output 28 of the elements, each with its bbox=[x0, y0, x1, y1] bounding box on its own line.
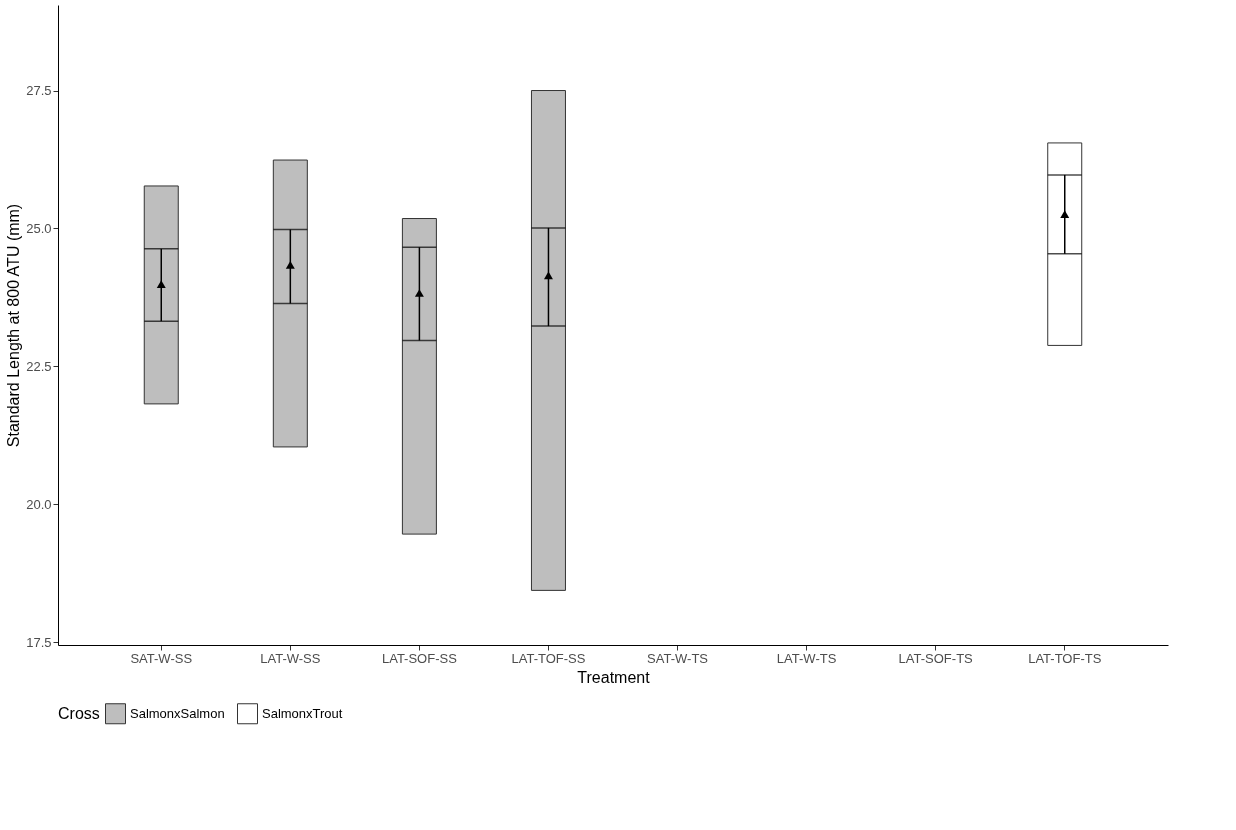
x-tick-label: LAT-W-SS bbox=[260, 650, 321, 666]
point bbox=[285, 260, 295, 269]
y-tick-label: 20.0 bbox=[26, 496, 52, 512]
x-tick-label: LAT-TOF-SS bbox=[511, 650, 586, 666]
bar bbox=[143, 185, 179, 405]
point bbox=[543, 271, 553, 280]
bar bbox=[1047, 142, 1083, 346]
legend-label: SalmonxSalmon bbox=[130, 705, 225, 721]
y-axis-title: Standard Length at 800 ATU (mm) bbox=[5, 203, 23, 448]
x-tick-label: LAT-TOF-TS bbox=[1028, 650, 1102, 666]
y-tick-label: 22.5 bbox=[26, 358, 52, 374]
bar bbox=[530, 90, 566, 591]
legend-label: SalmonxTrout bbox=[262, 705, 343, 721]
point bbox=[1060, 210, 1070, 218]
legend-title: Cross bbox=[58, 705, 100, 722]
y-tick-label: 25.0 bbox=[26, 220, 52, 236]
x-tick-label: LAT-SOF-TS bbox=[898, 650, 974, 666]
y-tick-label: 27.5 bbox=[26, 83, 52, 99]
point bbox=[414, 289, 424, 297]
x-axis-title: Treatment bbox=[577, 668, 651, 686]
x-tick-label: SAT-W-TS bbox=[647, 650, 709, 666]
x-tick-label: SAT-W-SS bbox=[130, 650, 193, 666]
bar bbox=[272, 159, 308, 448]
y-tick-label: 17.5 bbox=[26, 634, 52, 650]
x-tick-label: LAT-W-TS bbox=[776, 650, 837, 666]
x-tick-label: LAT-SOF-SS bbox=[381, 650, 458, 666]
bar bbox=[401, 218, 437, 535]
point bbox=[156, 280, 166, 289]
